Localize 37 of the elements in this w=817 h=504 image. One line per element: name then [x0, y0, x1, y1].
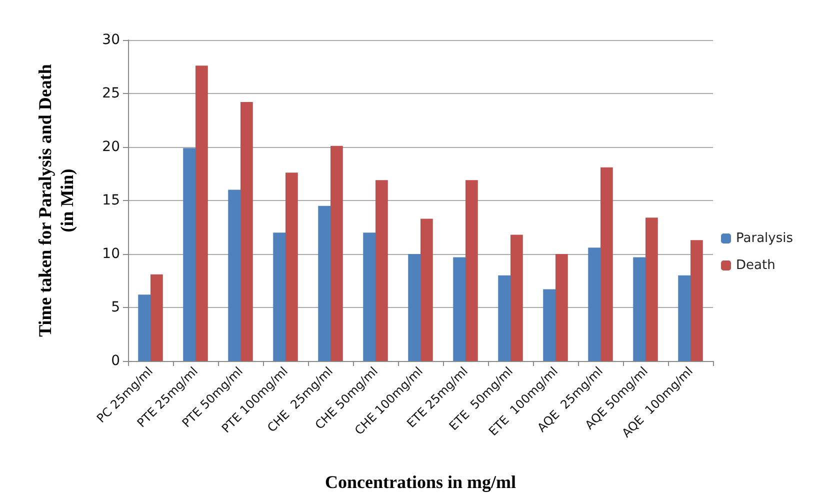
y-tick-label: 30: [102, 32, 120, 48]
bar: [138, 294, 150, 361]
bar: [196, 66, 208, 361]
bar: [376, 180, 388, 361]
bar: [318, 206, 330, 361]
bar: [678, 275, 690, 361]
bar: [510, 234, 523, 361]
y-tick-label: 20: [102, 139, 120, 155]
bar: [286, 172, 298, 361]
x-axis-title: Concentrations in mg/ml: [325, 472, 516, 492]
bar: [228, 190, 240, 361]
bar: [588, 248, 600, 361]
bar: [363, 232, 376, 361]
bar: [498, 275, 510, 361]
legend-label: Paralysis: [736, 231, 794, 246]
bar: [420, 218, 433, 361]
bar: [453, 257, 466, 361]
bar: [600, 167, 613, 361]
y-tick-label: 5: [111, 300, 120, 316]
legend-label: Death: [736, 258, 776, 273]
bar: [240, 102, 253, 361]
y-tick-label: 15: [102, 192, 120, 208]
bar: [273, 232, 286, 361]
bar: [556, 254, 568, 361]
y-tick-label: 0: [111, 353, 120, 369]
bar: [408, 254, 420, 361]
bar: [646, 218, 658, 361]
bar: [183, 148, 196, 361]
bar: [543, 289, 556, 361]
bar: [633, 257, 646, 361]
bar: [150, 274, 163, 361]
y-tick-label: 10: [102, 246, 120, 262]
bar: [466, 180, 478, 361]
bar: [330, 146, 343, 361]
bar: [690, 240, 703, 361]
y-tick-label: 25: [102, 86, 120, 102]
y-axis-title: Time taken for Paralysis and Death (in Min): [35, 64, 77, 337]
